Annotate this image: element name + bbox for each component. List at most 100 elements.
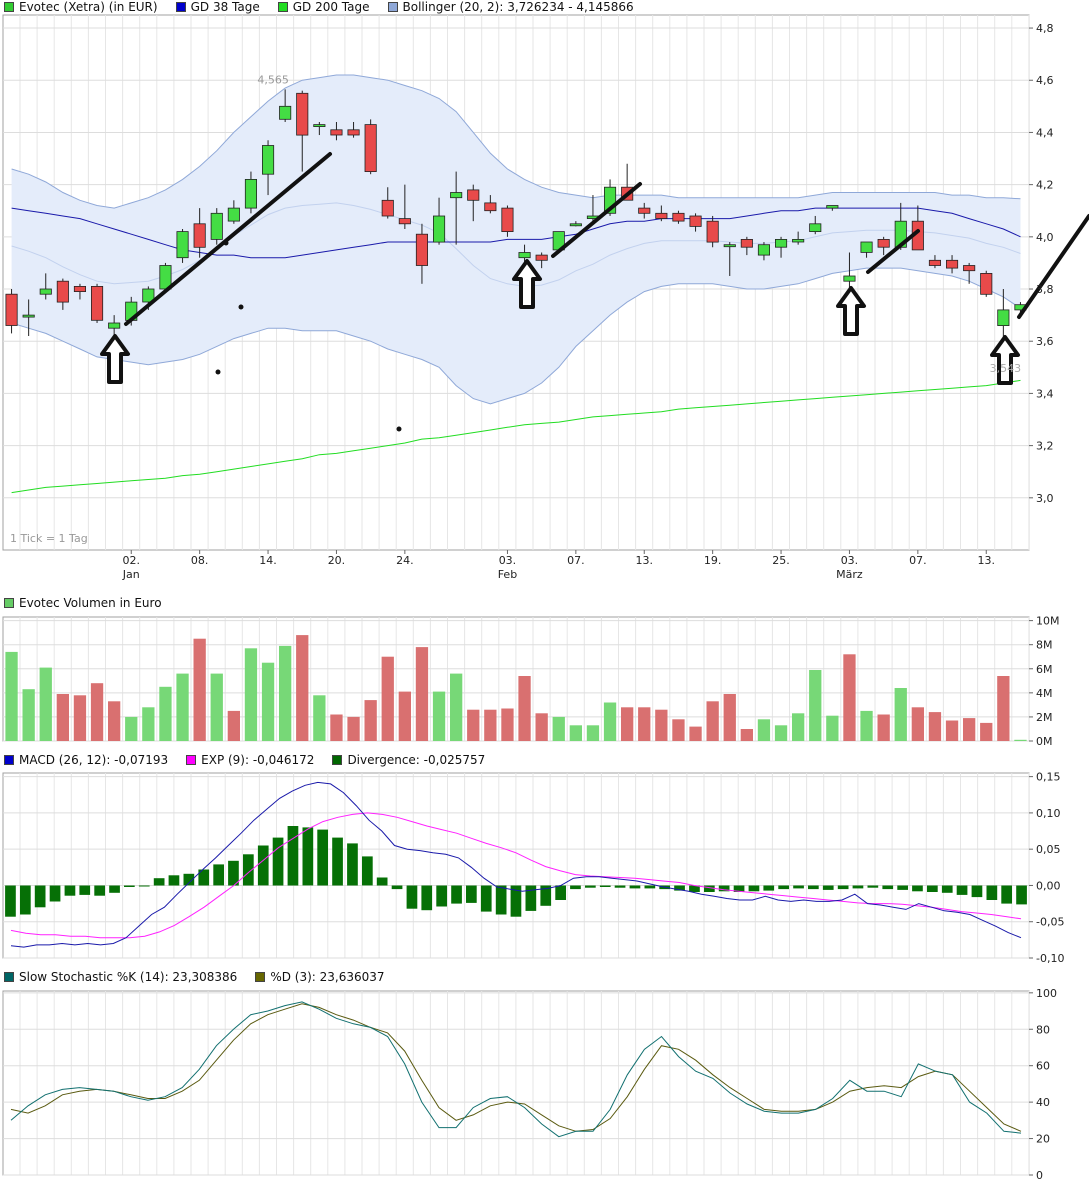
up-arrow-icon	[100, 334, 130, 384]
divergence-bar	[704, 885, 715, 892]
volume-legend: Evotec Volumen in Euro	[4, 596, 180, 610]
volume-bar	[706, 701, 719, 741]
legend-volume: Evotec Volumen in Euro	[4, 596, 162, 610]
price-ytick-label: 4,4	[1036, 126, 1054, 139]
candle-body	[518, 252, 531, 259]
x-tick-label: 07.	[909, 554, 927, 567]
volume-bar	[73, 695, 87, 741]
legend-stoch-d: %D (3): 23,636037	[255, 970, 385, 984]
candle-body	[381, 199, 394, 217]
volume-bar	[279, 645, 292, 741]
price-ytick-label: 4,6	[1036, 74, 1054, 87]
candle-body	[809, 223, 822, 233]
candle-body	[193, 223, 206, 248]
x-tick-label: 19.	[704, 554, 722, 567]
legend-divergence: Divergence: -0,025757	[332, 753, 485, 767]
divergence-bar	[733, 885, 745, 892]
divergence-bar	[689, 885, 700, 892]
candle-body	[398, 218, 411, 225]
divergence-bar	[674, 885, 685, 891]
volume-bar	[125, 716, 138, 741]
divergence-bar	[391, 885, 403, 890]
legend-swatch	[186, 755, 197, 765]
divergence-bar	[287, 826, 299, 886]
candle-body	[91, 285, 104, 321]
volume-bar	[90, 683, 104, 741]
volume-bar	[467, 709, 480, 741]
divergence-bar	[585, 885, 596, 888]
volume-bar	[108, 701, 121, 741]
legend-macd: MACD (26, 12): -0,07193	[4, 753, 168, 767]
divergence-bar	[986, 885, 998, 900]
macd-ytick-label: 0,10	[1036, 807, 1061, 820]
volume-bar	[809, 670, 822, 741]
exp-signal-line	[10, 812, 1022, 939]
volume-bar	[244, 648, 258, 741]
month-label: Jan	[122, 568, 140, 581]
divergence-bar	[852, 885, 864, 889]
candle-body	[415, 233, 428, 266]
volume-bar	[484, 709, 497, 741]
volume-bar	[569, 725, 582, 741]
divergence-bar	[1016, 885, 1027, 905]
candle-body	[347, 129, 360, 136]
annotation-dot	[215, 369, 221, 375]
volume-bar	[210, 673, 223, 741]
candle-body	[313, 124, 326, 127]
divergence-bar	[629, 885, 641, 889]
volume-bar	[928, 712, 942, 741]
divergence-bar	[808, 885, 819, 890]
candle-body	[672, 212, 685, 222]
candle-body	[210, 212, 223, 240]
stoch-ytick-label: 60	[1036, 1060, 1050, 1073]
divergence-bar	[421, 885, 433, 911]
legend-swatch	[387, 2, 398, 12]
volume-bar	[193, 638, 206, 741]
up-arrow-icon	[512, 259, 542, 309]
divergence-bar	[466, 885, 477, 903]
legend-price: Evotec (Xetra) (in EUR)	[4, 0, 158, 14]
divergence-bar	[897, 885, 908, 890]
stoch-ytick-label: 20	[1036, 1133, 1050, 1146]
volume-bar	[672, 719, 685, 741]
divergence-bar	[198, 869, 210, 886]
divergence-bar	[644, 885, 656, 889]
divergence-bar	[912, 885, 923, 892]
divergence-bar	[79, 885, 91, 895]
annotation-trendline	[551, 182, 642, 258]
divergence-bar	[867, 885, 879, 888]
price-ytick-label: 4,2	[1036, 179, 1054, 192]
volume-bar	[261, 662, 275, 741]
legend-exp: EXP (9): -0,046172	[186, 753, 314, 767]
candle-body	[604, 186, 617, 214]
candle-body	[467, 189, 480, 201]
volume-bar	[689, 726, 702, 741]
legend-swatch	[4, 755, 14, 765]
stoch-ytick-label: 80	[1036, 1023, 1050, 1036]
stochastic-legend: Slow Stochastic %K (14): 23,308386 %D (3…	[4, 970, 403, 984]
candle-body	[176, 231, 189, 259]
volume-bar	[826, 715, 839, 741]
stoch-d-line	[10, 1003, 1022, 1132]
divergence-bar	[882, 885, 894, 890]
volume-bar	[1014, 739, 1027, 741]
annotation-trendline	[1017, 214, 1089, 319]
divergence-bar	[376, 877, 388, 886]
volume-bar	[757, 719, 771, 741]
volume-bar	[142, 707, 155, 741]
divergence-bar	[64, 885, 76, 896]
candle-body	[689, 215, 702, 227]
volume-chart	[5, 635, 1027, 741]
month-label: Feb	[498, 568, 517, 581]
tick-note: 1 Tick = 1 Tag	[10, 532, 88, 545]
up-arrow-icon	[836, 286, 866, 336]
divergence-bar	[243, 854, 254, 886]
divergence-bar	[510, 885, 522, 917]
divergence-bar	[302, 827, 314, 886]
candle-body	[432, 215, 446, 243]
divergence-bar	[257, 845, 269, 886]
volume-ytick-label: 10M	[1036, 615, 1060, 628]
legend-stoch-k: Slow Stochastic %K (14): 23,308386	[4, 970, 237, 984]
legend-gd200: GD 200 Tage	[277, 0, 370, 14]
volume-bar	[450, 673, 463, 741]
